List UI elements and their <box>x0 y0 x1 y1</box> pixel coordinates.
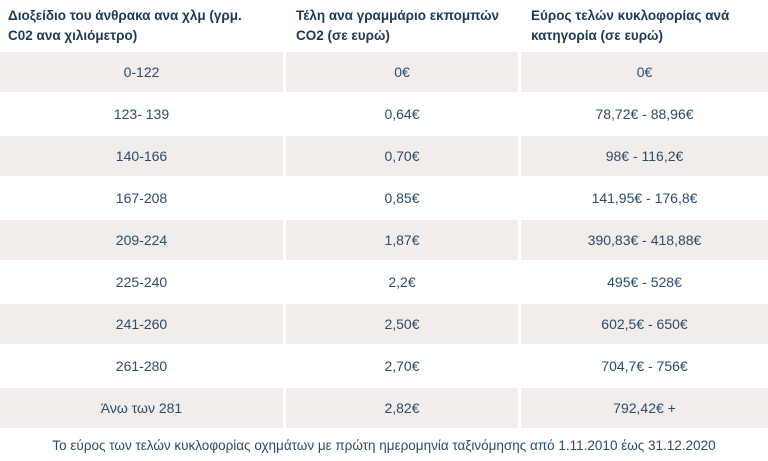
cell-fee-range: 495€ - 528€ <box>521 262 768 302</box>
cell-fee-range: 602,5€ - 650€ <box>521 304 768 344</box>
cell-fee-per-gram: 2,50€ <box>286 304 518 344</box>
cell-fee-range: 390,83€ - 418,88€ <box>521 220 768 260</box>
cell-co2-range: 140-166 <box>0 136 283 176</box>
cell-co2-range: 225-240 <box>0 262 283 302</box>
cell-co2-range: Άνω των 281 <box>0 388 283 428</box>
column-header-co2-per-km: Διοξείδιο του άνθρακα ανα χλμ (γρμ. C02 … <box>0 0 283 50</box>
table-footnote: Το εύρος των τελών κυκλοφορίας οχημάτων … <box>52 438 716 453</box>
column-header-fee-per-gram: Τέλη ανα γραμμάριο εκπομπών CO2 (σε ευρώ… <box>286 0 518 50</box>
cell-co2-range: 261-280 <box>0 346 283 386</box>
cell-fee-range: 0€ <box>521 52 768 92</box>
cell-fee-per-gram: 1,87€ <box>286 220 518 260</box>
cell-fee-per-gram: 2,2€ <box>286 262 518 302</box>
cell-fee-per-gram: 2,82€ <box>286 388 518 428</box>
cell-fee-range: 792,42€ + <box>521 388 768 428</box>
column-header-fee-range: Εύρος τελών κυκλοφορίας ανά κατηγορία (σ… <box>521 0 768 50</box>
cell-fee-per-gram: 0,70€ <box>286 136 518 176</box>
co2-road-tax-table: Διοξείδιο του άνθρακα ανα χλμ (γρμ. C02 … <box>0 0 768 428</box>
cell-fee-range: 141,95€ - 176,8€ <box>521 178 768 218</box>
cell-co2-range: 123- 139 <box>0 94 283 134</box>
cell-fee-per-gram: 0,64€ <box>286 94 518 134</box>
cell-co2-range: 0-122 <box>0 52 283 92</box>
cell-fee-range: 78,72€ - 88,96€ <box>521 94 768 134</box>
cell-co2-range: 209-224 <box>0 220 283 260</box>
cell-fee-per-gram: 2,70€ <box>286 346 518 386</box>
cell-co2-range: 167-208 <box>0 178 283 218</box>
cell-fee-per-gram: 0,85€ <box>286 178 518 218</box>
cell-fee-range: 98€ - 116,2€ <box>521 136 768 176</box>
cell-fee-range: 704,7€ - 756€ <box>521 346 768 386</box>
cell-co2-range: 241-260 <box>0 304 283 344</box>
cell-fee-per-gram: 0€ <box>286 52 518 92</box>
